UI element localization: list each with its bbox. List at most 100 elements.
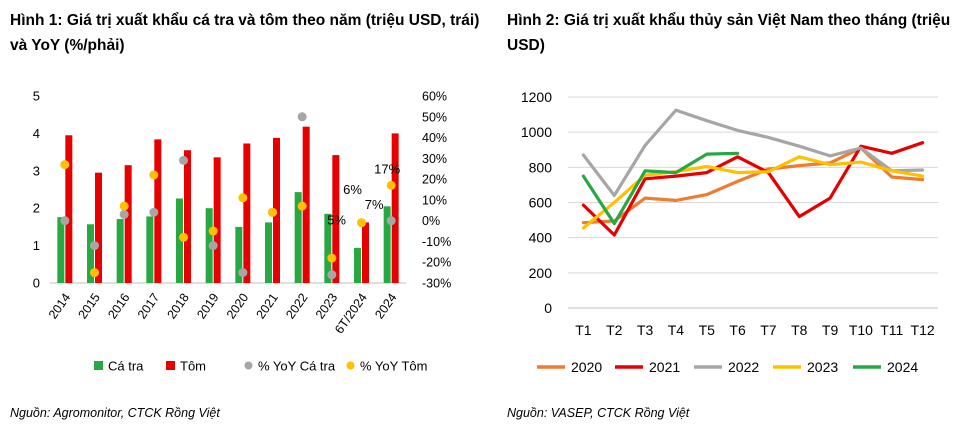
legend-label: % YoY Cá tra xyxy=(258,359,336,374)
yoy-ca-tra-dot xyxy=(149,207,159,217)
legend-label: 2021 xyxy=(649,359,680,375)
x-tick-label: T10 xyxy=(849,322,873,338)
bar-ca-tra xyxy=(146,216,154,283)
bar-tom xyxy=(65,135,73,283)
yoy-ca-tra-dot xyxy=(60,216,70,226)
yoy-tom-dot xyxy=(357,218,366,228)
yoy-ca-tra-dot xyxy=(238,268,248,278)
bar-ca-tra xyxy=(294,192,302,283)
x-tick-label: T1 xyxy=(575,322,592,338)
x-tick-label: T4 xyxy=(668,322,685,338)
series-line-2021 xyxy=(581,141,925,237)
annotation-label: 6% xyxy=(343,182,362,197)
legend-swatch xyxy=(94,361,103,370)
yoy-ca-tra-dot xyxy=(386,216,396,226)
y-tick-label: 1000 xyxy=(521,124,552,140)
chart1-title: Hình 1: Giá trị xuất khẩu cá tra và tôm … xyxy=(10,12,480,54)
y-tick-label: 600 xyxy=(529,195,553,211)
y2-tick-label: -30% xyxy=(422,277,451,291)
y-tick-label: 4 xyxy=(33,126,40,141)
chart2-title: Hình 2: Giá trị xuất khẩu thủy sản Việt … xyxy=(507,12,951,54)
series-line-2022 xyxy=(581,108,925,198)
x-tick-label: T7 xyxy=(760,322,777,338)
series-line-2024 xyxy=(581,151,740,226)
legend-label: Cá tra xyxy=(108,359,144,374)
bar-ca-tra xyxy=(87,224,94,283)
yoy-ca-tra-dot xyxy=(179,155,188,165)
yoy-tom-dot xyxy=(179,232,188,242)
bar-ca-tra xyxy=(235,226,243,283)
yoy-tom-dot xyxy=(90,268,99,278)
yoy-tom-dot xyxy=(327,253,337,263)
bar-ca-tra xyxy=(383,206,391,283)
yoy-ca-tra-dot xyxy=(297,112,307,122)
annotation-label: 7% xyxy=(365,197,384,212)
bar-ca-tra xyxy=(116,219,124,283)
annotation-label: 5% xyxy=(327,213,346,228)
x-tick-label: T12 xyxy=(911,322,935,338)
bar-ca-tra xyxy=(265,222,272,283)
bar-tom xyxy=(213,157,221,283)
legend-swatch xyxy=(244,361,253,370)
bar-ca-tra xyxy=(176,198,183,283)
y2-tick-label: -20% xyxy=(422,256,451,270)
y-tick-label: 2 xyxy=(33,201,40,216)
x-tick-label: T8 xyxy=(791,322,808,338)
y-tick-label: 400 xyxy=(529,230,553,246)
bar-tom xyxy=(243,143,251,283)
legend-label: Tôm xyxy=(180,359,206,374)
x-tick-label: T6 xyxy=(729,322,746,338)
chart2-source: Nguồn: VASEP, CTCK Rồng Việt xyxy=(507,406,690,420)
y-tick-label: 3 xyxy=(33,163,40,178)
y2-tick-label: 0% xyxy=(422,214,440,228)
y2-tick-label: 20% xyxy=(422,173,447,187)
x-tick-label: T5 xyxy=(699,322,716,338)
chart1-svg: 012345-30%-20%-10%0%10%20%30%40%50%60%20… xyxy=(33,89,451,374)
yoy-tom-dot xyxy=(268,207,277,217)
y-tick-label: 1 xyxy=(33,238,40,253)
bar-tom xyxy=(332,155,340,283)
legend-swatch xyxy=(346,361,355,370)
y-tick-label: 5 xyxy=(33,89,40,104)
bar-tom xyxy=(95,172,102,283)
bar-ca-tra xyxy=(57,217,65,283)
yoy-tom-dot xyxy=(297,201,307,211)
x-tick-label: T11 xyxy=(880,322,903,338)
bar-ca-tra xyxy=(354,247,361,283)
yoy-tom-dot xyxy=(119,201,129,211)
y2-tick-label: 10% xyxy=(422,193,447,207)
chart1-source: Nguồn: Agromonitor, CTCK Rồng Việt xyxy=(10,406,220,420)
y2-tick-label: 40% xyxy=(422,131,447,145)
bar-ca-tra xyxy=(324,213,332,283)
y2-tick-label: 30% xyxy=(422,152,447,166)
annotation-label: 17% xyxy=(374,161,400,176)
yoy-tom-dot xyxy=(238,193,248,203)
bar-tom xyxy=(184,150,191,283)
bar-tom xyxy=(391,133,399,283)
y-tick-label: 1200 xyxy=(521,89,552,105)
x-tick-label: T3 xyxy=(637,322,654,338)
y2-tick-label: -10% xyxy=(422,235,451,249)
y2-tick-label: 60% xyxy=(422,90,447,104)
yoy-tom-dot xyxy=(386,180,396,190)
legend-label: 2023 xyxy=(807,359,838,375)
yoy-tom-dot xyxy=(149,170,159,180)
yoy-ca-tra-dot xyxy=(208,241,218,251)
bar-tom xyxy=(362,222,369,283)
legend-label: 2022 xyxy=(728,359,759,375)
legend-label: % YoY Tôm xyxy=(360,359,427,374)
yoy-ca-tra-dot xyxy=(119,209,129,219)
yoy-tom-dot xyxy=(208,226,218,236)
legend-label: 2020 xyxy=(571,359,602,375)
legend-label: 2024 xyxy=(887,359,918,375)
x-tick-label: T9 xyxy=(822,322,839,338)
y-tick-label: 200 xyxy=(529,265,553,281)
yoy-ca-tra-dot xyxy=(90,241,99,251)
bar-tom xyxy=(124,165,132,283)
yoy-ca-tra-dot xyxy=(327,270,337,280)
x-tick-label: T2 xyxy=(606,322,623,338)
y-tick-label: 0 xyxy=(544,300,552,316)
yoy-tom-dot xyxy=(60,160,70,170)
legend-swatch xyxy=(166,361,175,370)
